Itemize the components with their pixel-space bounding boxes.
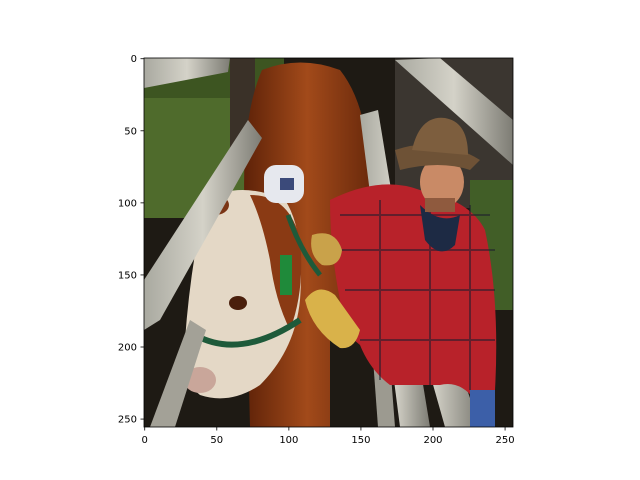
x-axis: 0 50 100 150 200 250 [142,427,515,446]
y-tick-label: 200 [118,343,137,354]
x-tick-label: 250 [496,435,515,446]
x-tick-label: 0 [142,435,148,446]
y-tick-label: 250 [118,415,137,426]
plot-image [144,58,513,427]
x-tick-label: 150 [351,435,370,446]
y-axis: 0 50 100 150 200 250 [118,54,144,426]
x-tick-label: 200 [423,435,442,446]
axes-frame [143,57,514,428]
y-tick-label: 100 [118,198,137,209]
halter [193,317,302,348]
x-tick-label: 100 [279,435,298,446]
x-tick-label: 50 [210,435,223,446]
y-tick-label: 0 [131,54,137,65]
glove-upper [311,233,342,266]
glove-lower [305,289,360,349]
y-tick-label: 150 [118,270,137,281]
y-tick-label: 50 [124,126,137,137]
rail-left [144,120,262,330]
rancher-face [420,156,464,208]
